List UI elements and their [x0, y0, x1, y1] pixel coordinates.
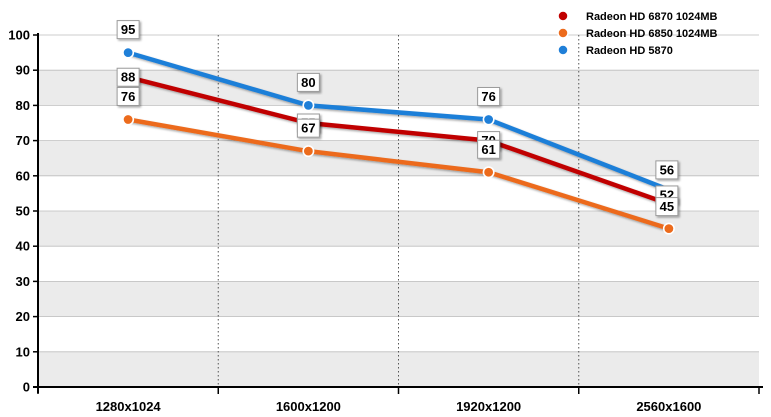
legend-swatch-marker [557, 27, 569, 39]
data-labels: 887570527667614595807656 [116, 20, 679, 217]
y-tick-label: 0 [23, 380, 30, 395]
data-label: 76 [121, 89, 135, 104]
vertical-gridlines [217, 35, 580, 387]
y-tick-label: 70 [16, 133, 30, 148]
legend-label: Radeon HD 5870 [586, 45, 673, 57]
x-tick-label: 1600x1200 [276, 399, 341, 414]
data-point [302, 99, 315, 112]
legend-swatch-marker [557, 44, 569, 56]
grid-band [38, 351, 759, 387]
data-label: 45 [660, 199, 674, 214]
data-point [122, 46, 135, 59]
data-label: 80 [301, 75, 315, 90]
series-line-2 [125, 50, 672, 193]
legend-swatch-marker [557, 10, 569, 22]
y-tick-label: 90 [16, 63, 30, 78]
data-label: 76 [481, 89, 495, 104]
legend-label: Radeon HD 6850 1024MB [586, 28, 717, 40]
legend-label: Radeon HD 6870 1024MB [586, 11, 717, 23]
data-point [122, 113, 135, 126]
y-tick-label: 10 [16, 344, 30, 359]
series-line-0 [125, 74, 672, 207]
y-tick-label: 80 [16, 98, 30, 113]
data-label-box [655, 197, 679, 217]
data-label: 56 [660, 162, 674, 177]
x-tick-label: 1280x1024 [96, 399, 162, 414]
data-label-box [477, 86, 501, 106]
series-line-1 [125, 117, 672, 231]
data-label: 95 [121, 22, 135, 37]
data-label-box [116, 20, 140, 40]
y-tick-label: 30 [16, 274, 30, 289]
y-tick-label: 20 [16, 309, 30, 324]
data-label: 61 [481, 142, 495, 157]
data-point [482, 113, 495, 126]
axes [33, 33, 763, 394]
data-point [662, 222, 675, 235]
data-point [302, 145, 315, 158]
data-label-box [477, 139, 501, 159]
data-label: 67 [301, 121, 315, 136]
series-lines [125, 50, 672, 231]
data-label-box [116, 86, 140, 106]
x-axis-ticks: 1280x1024 1600x1200 1920x1200 2560x1600 [96, 399, 702, 414]
data-label-box [116, 67, 140, 87]
data-point [482, 166, 495, 179]
x-tick-label: 2560x1600 [636, 399, 701, 414]
y-tick-label: 100 [8, 28, 30, 43]
data-label-box [655, 160, 679, 180]
y-axis-ticks: 0 10 20 30 40 50 60 70 80 90 100 [8, 28, 30, 395]
legend: Radeon HD 6870 1024MB Radeon HD 6850 1024… [545, 10, 717, 57]
grid-band [38, 316, 759, 352]
data-label-box [296, 72, 320, 92]
y-tick-label: 60 [16, 168, 30, 183]
x-tick-label: 1920x1200 [456, 399, 521, 414]
y-tick-label: 50 [16, 204, 30, 219]
y-tick-label: 40 [16, 239, 30, 254]
data-label-box [296, 118, 320, 138]
grid-band [38, 140, 759, 176]
data-label: 88 [121, 70, 135, 85]
